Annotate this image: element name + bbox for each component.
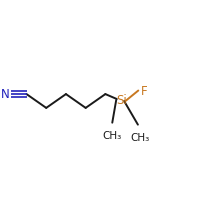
- Text: Si: Si: [116, 94, 127, 107]
- Text: F: F: [141, 85, 147, 98]
- Text: N: N: [1, 88, 10, 101]
- Text: CH₃: CH₃: [130, 133, 149, 143]
- Text: CH₃: CH₃: [103, 131, 122, 141]
